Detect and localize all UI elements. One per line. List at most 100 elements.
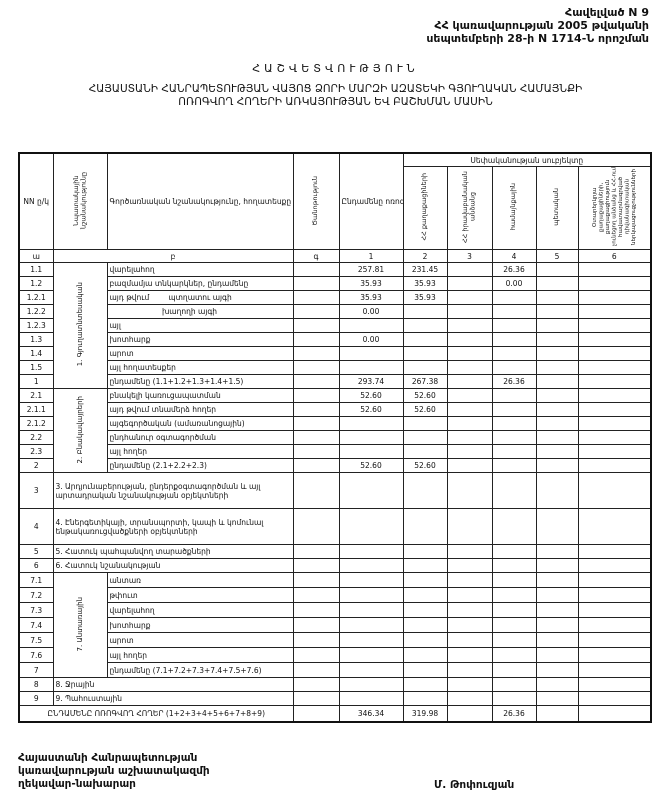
value-cell — [535, 472, 579, 509]
value-cell — [535, 572, 579, 588]
value-cell — [338, 572, 404, 588]
value-cell — [338, 444, 404, 459]
grand-total-value: 346.34 — [338, 705, 404, 723]
row-number: 1.5 — [18, 360, 54, 375]
value-cell — [491, 662, 537, 678]
value-cell — [446, 602, 493, 618]
index-cell: 1 — [338, 249, 404, 263]
value-cell — [535, 677, 579, 692]
value-cell — [577, 332, 652, 347]
value-cell — [577, 677, 652, 692]
table-row: 7.6 այլ հողեր — [18, 647, 652, 663]
document-title: ՀԱՇՎԵՏՎՈՒԹՅՈՒՆ — [252, 62, 419, 75]
row-number: 2.3 — [18, 444, 54, 459]
table-row: 2.3 այլ հողեր — [18, 444, 652, 459]
row-number: 7.2 — [18, 587, 54, 603]
value-cell — [292, 508, 340, 545]
value-cell — [491, 632, 537, 648]
value-cell: 52.60 — [338, 458, 404, 473]
value-cell — [446, 508, 493, 545]
row-label: այլ հողատեսքեր — [106, 360, 294, 375]
value-cell: 52.60 — [402, 388, 448, 403]
value-cell — [535, 458, 579, 473]
value-cell — [402, 558, 448, 573]
row-label: արոտ — [106, 632, 294, 648]
value-cell — [446, 472, 493, 509]
value-cell — [338, 360, 404, 375]
value-cell — [292, 544, 340, 559]
value-cell — [491, 402, 537, 417]
value-cell — [292, 346, 340, 361]
footer-line3: ղեկավար-նախարար — [18, 778, 136, 790]
value-cell — [535, 402, 579, 417]
row-number: 9 — [18, 691, 54, 706]
value-cell: 52.60 — [402, 458, 448, 473]
value-cell — [402, 332, 448, 347]
table-row: 7.1 7. Անտառային անտառ — [18, 572, 652, 678]
table-row: 6 6. Հատուկ նշանակության — [18, 558, 652, 573]
value-cell — [491, 617, 537, 633]
value-cell — [402, 304, 448, 319]
land-report-table: NN ը/կ Նպատակային նշանակությունը Գործառն… — [18, 152, 653, 723]
table-row: 2.1.1 այդ թվում տնամերձ հողեր 52.60 52.60 — [18, 402, 652, 417]
table-row: 1.2.3 այլ — [18, 318, 652, 333]
row-number: 2.1 — [18, 388, 54, 403]
col-header-foreign: Օտարերկրյա քաղաքացիների, քաղաքացիություն… — [577, 166, 652, 250]
value-cell — [577, 318, 652, 333]
table-row: 1.3 խոտհարք 0.00 — [18, 332, 652, 347]
value-cell — [535, 346, 579, 361]
value-cell — [535, 318, 579, 333]
value-cell — [446, 444, 493, 459]
value-cell — [446, 430, 493, 445]
value-cell — [292, 632, 340, 648]
value-cell — [577, 558, 652, 573]
value-cell — [446, 662, 493, 678]
value-cell — [402, 587, 448, 603]
row-label: ընդհանուր օգտագործման — [106, 430, 294, 445]
annex-number: Հավելված N 9 — [565, 6, 649, 19]
value-cell: 35.93 — [402, 276, 448, 291]
row-number: 3 — [18, 472, 54, 509]
value-cell — [446, 262, 493, 277]
value-cell — [402, 544, 448, 559]
row-label: ընդամենը (7.1+7.2+7.3+7.4+7.5+7.6) — [106, 662, 294, 678]
row-label: ընդամենը (2.1+2.2+2.3) — [106, 458, 294, 473]
col-header-note: Ծանոթություն — [292, 152, 340, 250]
index-cell: ա — [18, 249, 54, 263]
table-row: 1.2.2 խաղողի այգի 0.00 — [18, 304, 652, 319]
value-cell — [338, 346, 404, 361]
value-cell — [292, 416, 340, 431]
value-cell — [402, 572, 448, 588]
value-cell — [535, 691, 579, 706]
value-cell — [491, 430, 537, 445]
col-header-community: համայնքային — [491, 166, 537, 250]
row-label: 9. Պահուստային — [52, 691, 294, 706]
table-row: 2 ընդամենը (2.1+2.2+2.3) 52.60 52.60 — [18, 458, 652, 473]
value-cell — [446, 558, 493, 573]
row-label: անտառ — [106, 572, 294, 588]
value-cell — [535, 416, 579, 431]
group-label-g1: 1. Գյուղատնտեսական — [52, 262, 108, 389]
table-row: 7 ընդամենը (7.1+7.2+7.3+7.4+7.5+7.6) — [18, 662, 652, 678]
col-header-legal-entities: ՀՀ իրավաբանական անձանց — [446, 166, 493, 250]
value-cell — [446, 677, 493, 692]
value-cell — [535, 374, 579, 389]
value-cell — [338, 430, 404, 445]
row-label: 8. Ջրային — [52, 677, 294, 692]
header-row: NN ը/կ Նպատակային նշանակությունը Գործառն… — [18, 152, 652, 250]
value-cell — [338, 602, 404, 618]
value-cell — [535, 662, 579, 678]
value-cell — [491, 416, 537, 431]
row-number: 5 — [18, 544, 54, 559]
index-cell: 5 — [535, 249, 579, 263]
row-number: 1.2.2 — [18, 304, 54, 319]
value-cell: 35.93 — [338, 276, 404, 291]
value-cell — [535, 360, 579, 375]
row-number: 7.1 — [18, 572, 54, 588]
value-cell — [491, 587, 537, 603]
value-cell — [338, 416, 404, 431]
value-cell — [402, 632, 448, 648]
value-cell — [338, 617, 404, 633]
value-cell — [292, 374, 340, 389]
value-cell — [491, 388, 537, 403]
